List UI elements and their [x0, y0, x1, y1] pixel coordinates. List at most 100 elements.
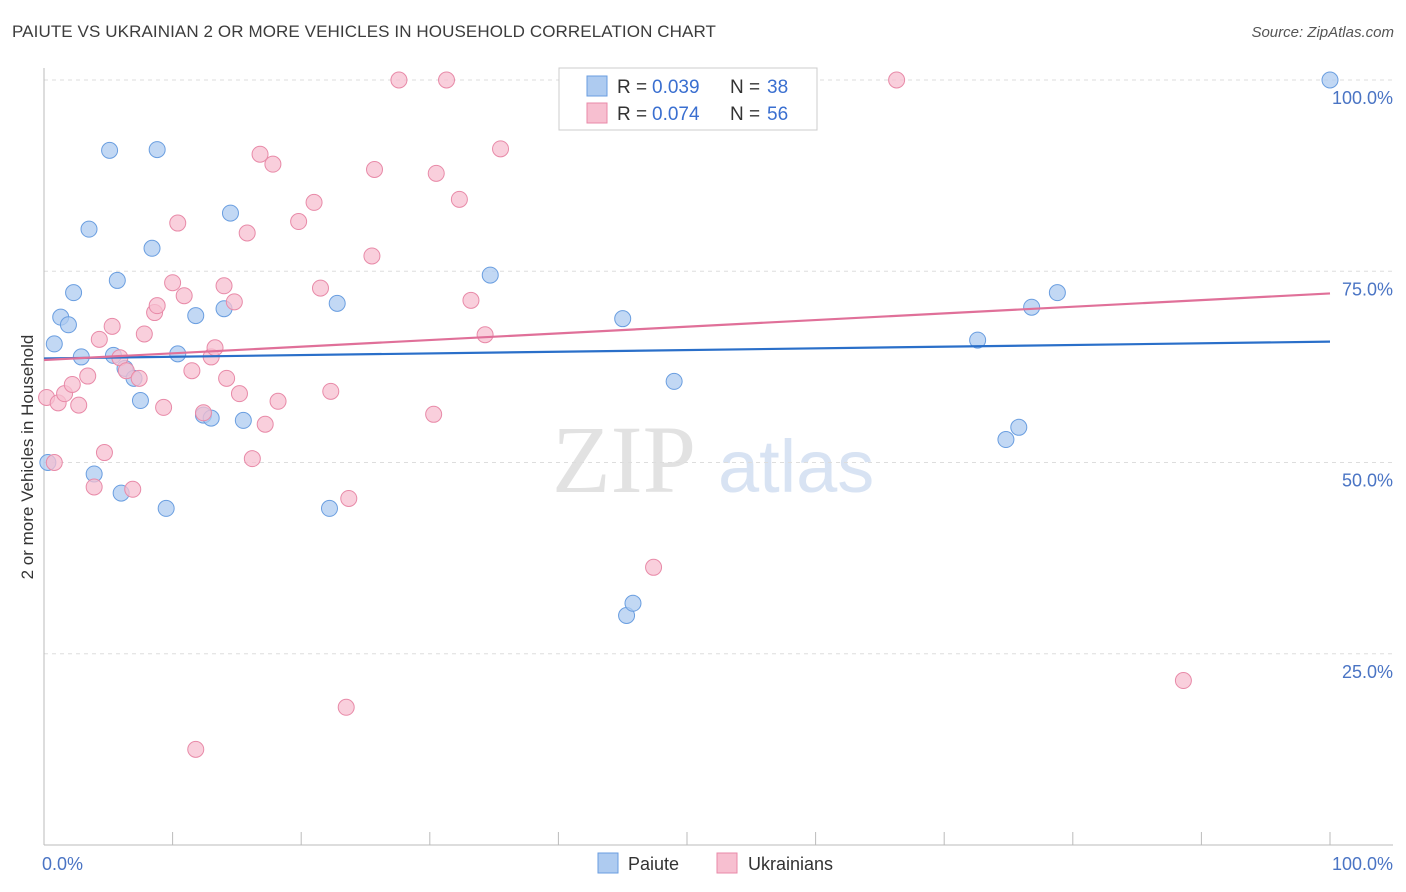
ukrainians-point-40: [322, 382, 340, 400]
x-tick-label-100: 100.0%: [1332, 854, 1393, 874]
ukrainians-point-5: [70, 396, 88, 414]
paiute-point-34: [1010, 418, 1028, 436]
legend-r-value-ukrainians: 0.074: [652, 104, 700, 125]
y-tick-label-25: 25.0%: [1342, 662, 1393, 682]
ukrainians-point-34: [256, 415, 274, 433]
paiute-point-32: [969, 331, 987, 349]
paiute-point-31: [665, 372, 683, 390]
ukrainians-point-13: [124, 480, 142, 498]
paiute-point-26: [328, 294, 346, 312]
paiute-point-8: [101, 141, 119, 159]
ukrainians-point-41: [337, 698, 355, 716]
ukrainians-point-46: [425, 405, 443, 423]
ukrainians-point-36: [269, 392, 287, 410]
ukrainians-point-17: [148, 297, 166, 315]
trend-lines: [43, 292, 1331, 362]
ukrainians-point-10: [103, 317, 121, 335]
paiute-point-35: [1023, 298, 1041, 316]
ukrainians-point-45: [390, 71, 408, 89]
y-tick-label-75: 75.0%: [1342, 279, 1393, 299]
gridlines: [44, 79, 1393, 655]
ukrainians-point-29: [225, 293, 243, 311]
ukrainians-point-37: [290, 213, 308, 231]
ukrainians-point-54: [888, 71, 906, 89]
paiute-point-3: [59, 316, 77, 334]
ukrainians-point-50: [462, 291, 480, 309]
ukrainians-point-52: [492, 140, 510, 158]
ukrainians-point-7: [85, 478, 103, 496]
paiute-point-6: [80, 220, 98, 238]
ukrainians-trend-line: [43, 292, 1331, 362]
x-axis-tick-labels: 0.0% 100.0%: [42, 854, 1393, 874]
ukrainians-point-1: [45, 454, 63, 471]
ukrainians-point-39: [311, 279, 329, 297]
paiute-point-14: [131, 392, 149, 410]
watermark-zip: ZIP: [552, 406, 696, 513]
ukrainians-point-32: [243, 450, 261, 468]
legend-swatch-paiute: [586, 75, 608, 97]
ukrainians-point-8: [90, 330, 108, 348]
source-credit: Source: ZipAtlas.com: [1251, 24, 1394, 41]
paiute-point-15: [143, 239, 161, 257]
paiute-points: [39, 71, 1339, 624]
ukrainians-point-15: [135, 325, 153, 343]
legend-swatch-ukrainians: [586, 102, 608, 124]
paiute-point-33: [997, 431, 1015, 449]
ukrainians-point-6: [79, 367, 97, 385]
x-axis-ticks: [43, 832, 1331, 845]
ukrainians-point-49: [450, 190, 468, 208]
paiute-trend-line: [43, 340, 1331, 360]
y-tick-label-100: 100.0%: [1332, 88, 1393, 108]
paiute-point-30: [614, 310, 632, 328]
ukrainians-point-35: [264, 155, 282, 173]
bottom-legend-swatch-ukrainians: [716, 852, 738, 874]
ukrainians-point-20: [169, 214, 187, 232]
legend-r-label-ukrainians: R =: [617, 104, 647, 125]
ukrainians-point-14: [130, 369, 148, 387]
ukrainians-point-51: [476, 326, 494, 344]
y-axis-title: 2 or more Vehicles in Household: [18, 335, 37, 580]
paiute-point-4: [65, 284, 83, 302]
paiute-point-29: [624, 594, 642, 612]
paiute-point-19: [187, 307, 205, 325]
ukrainians-point-44: [366, 161, 384, 179]
ukrainians-point-4: [63, 375, 81, 393]
legend-n-value-paiute: 38: [767, 77, 788, 98]
ukrainians-point-47: [427, 164, 445, 182]
ukrainians-point-31: [238, 224, 256, 242]
ukrainians-point-33: [251, 145, 269, 163]
ukrainians-point-19: [164, 274, 182, 292]
paiute-point-37: [1321, 71, 1339, 89]
paiute-point-27: [481, 266, 499, 284]
ukrainians-point-9: [95, 444, 113, 462]
ukrainians-point-55: [1174, 672, 1192, 690]
watermark-atlas: atlas: [718, 425, 874, 508]
ukrainians-point-48: [438, 71, 456, 89]
paiute-point-25: [320, 499, 338, 517]
y-tick-label-50: 50.0%: [1342, 471, 1393, 491]
ukrainians-point-30: [230, 385, 248, 403]
series-legend: Paiute Ukrainians: [597, 852, 833, 874]
ukrainians-point-43: [363, 247, 381, 265]
chart-title: PAIUTE VS UKRAINIAN 2 OR MORE VEHICLES I…: [12, 22, 717, 41]
correlation-legend: R = 0.039 N = 38 R = 0.074 N = 56: [558, 67, 818, 131]
watermark: ZIP atlas: [552, 406, 874, 513]
ukrainians-point-27: [215, 277, 233, 295]
ukrainians-point-53: [645, 558, 663, 576]
legend-n-label-paiute: N =: [730, 77, 760, 98]
bottom-legend-label-paiute: Paiute: [628, 854, 679, 874]
paiute-point-10: [108, 271, 126, 289]
ukrainians-point-38: [305, 193, 323, 211]
ukrainians-point-21: [175, 287, 193, 305]
paiute-point-1: [45, 335, 63, 353]
paiute-point-17: [157, 499, 175, 517]
ukrainians-points: [38, 71, 1192, 758]
ukrainians-point-24: [194, 404, 212, 422]
ukrainians-point-23: [187, 740, 205, 758]
x-tick-label-0: 0.0%: [42, 854, 83, 874]
paiute-point-36: [1048, 284, 1066, 302]
y-axis-tick-labels: 25.0% 50.0% 75.0% 100.0%: [1332, 88, 1393, 682]
bottom-legend-swatch-paiute: [597, 852, 619, 874]
bottom-legend-label-ukrainians: Ukrainians: [748, 854, 833, 874]
